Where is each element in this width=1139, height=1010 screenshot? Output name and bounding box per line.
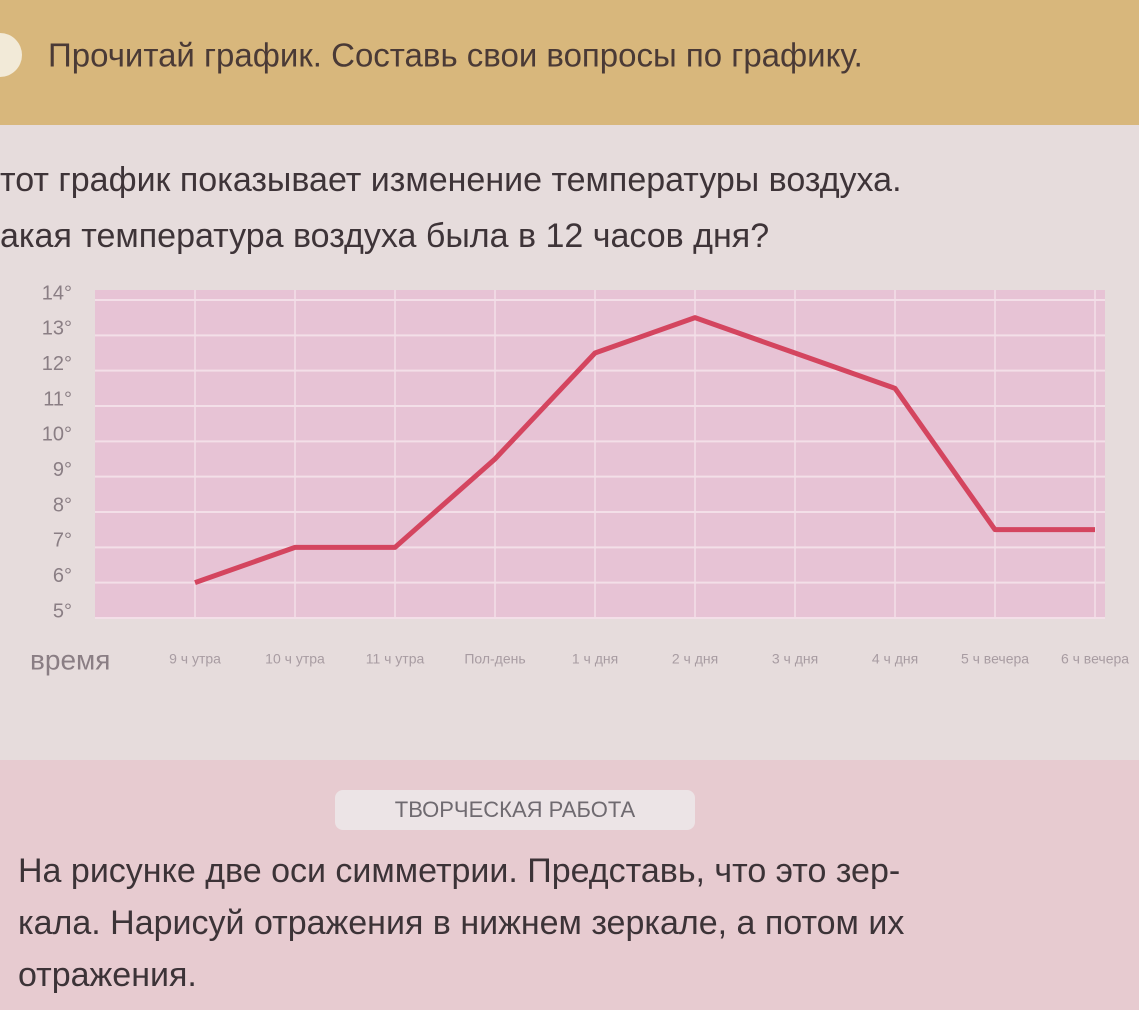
x-axis-label: время [30, 644, 110, 675]
x-tick-label: Пол-день [464, 651, 525, 667]
x-tick-label: 2 ч дня [672, 651, 718, 667]
data-line [194, 315, 1095, 586]
y-tick-label: 11° [43, 388, 72, 410]
x-tick-label: 9 ч утра [169, 651, 221, 667]
x-tick-label: 5 ч вечера [961, 651, 1029, 667]
section-label: ТВОРЧЕСКАЯ РАБОТА [395, 797, 636, 822]
paragraph-line: акая температура воздуха была в 12 часов… [0, 217, 769, 255]
y-tick-label: 8° [53, 494, 72, 516]
x-tick-label: 3 ч дня [772, 651, 818, 667]
x-tick-label: 6 ч вечера [1061, 651, 1129, 667]
section-line: На рисунке две оси симметрии. Представь,… [18, 852, 900, 890]
y-tick-label: 6° [53, 565, 72, 587]
y-tick-label: 7° [53, 530, 72, 552]
y-tick-label: 10° [42, 424, 72, 446]
x-tick-label: 11 ч утра [366, 651, 425, 667]
y-tick-label: 9° [53, 459, 72, 481]
plot-background [95, 290, 1105, 618]
y-tick-label: 13° [42, 318, 72, 340]
y-tick-label: 14° [42, 282, 72, 304]
x-tick-label: 10 ч утра [265, 651, 325, 667]
header-icon [0, 33, 22, 77]
y-tick-label: 5° [53, 600, 72, 622]
y-tick-label: 12° [42, 353, 72, 375]
x-tick-label: 4 ч дня [872, 651, 918, 667]
header-title: Прочитай график. Составь свои вопросы по… [48, 37, 863, 74]
section-tab [335, 790, 695, 830]
paragraph-line: тот график показывает изменение температ… [0, 161, 902, 199]
x-tick-label: 1 ч дня [572, 651, 618, 667]
header-band [0, 0, 1139, 125]
section-line: кала. Нарисуй отражения в нижнем зеркале… [18, 904, 904, 942]
section-line: отражения. [18, 956, 197, 994]
